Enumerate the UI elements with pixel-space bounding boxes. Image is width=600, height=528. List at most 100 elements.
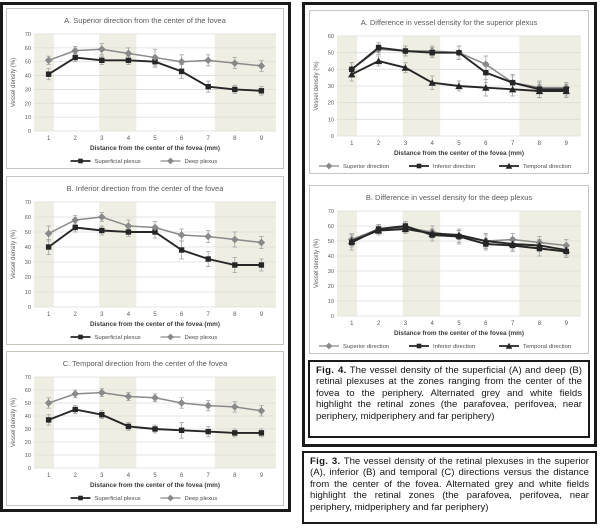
svg-text:70: 70 bbox=[25, 200, 31, 206]
svg-text:5: 5 bbox=[457, 321, 461, 327]
svg-text:20: 20 bbox=[328, 284, 334, 290]
svg-text:Deep plexus: Deep plexus bbox=[185, 496, 218, 502]
svg-text:Distance from the center of th: Distance from the center of the fovea (m… bbox=[394, 330, 524, 337]
svg-text:30: 30 bbox=[328, 269, 334, 275]
svg-text:1: 1 bbox=[350, 321, 354, 327]
svg-text:Distance from the center of th: Distance from the center of the fovea (m… bbox=[394, 150, 524, 157]
svg-text:70: 70 bbox=[25, 375, 31, 381]
svg-text:2: 2 bbox=[377, 321, 381, 327]
svg-text:Superior direction: Superior direction bbox=[343, 344, 389, 350]
svg-text:3: 3 bbox=[404, 321, 408, 327]
chart-inferior-direction: 0 10 20 30 40 50 60 70 Vessel density (%) 1 2 3 4 5 6 7… bbox=[6, 176, 284, 345]
svg-text:50: 50 bbox=[25, 230, 31, 236]
svg-text:2: 2 bbox=[74, 473, 78, 479]
fig4-caption-body: The vessel density of the superficial (A… bbox=[316, 365, 582, 422]
svg-text:50: 50 bbox=[25, 60, 31, 66]
svg-text:Vessel density (%): Vessel density (%) bbox=[314, 61, 320, 110]
chart-deep-plexus-difference: 0 10 20 30 40 50 60 70 Vessel density (%) 1 2 3 4 5 6 7… bbox=[309, 185, 589, 354]
svg-text:4: 4 bbox=[431, 141, 435, 147]
svg-text:3: 3 bbox=[100, 312, 104, 318]
svg-text:8: 8 bbox=[233, 312, 237, 318]
svg-text:10: 10 bbox=[25, 115, 31, 121]
svg-text:C. Temporal direction from the: C. Temporal direction from the center of… bbox=[63, 359, 228, 368]
svg-text:6: 6 bbox=[180, 473, 184, 479]
svg-text:0: 0 bbox=[331, 314, 334, 320]
svg-text:Distance from the center of th: Distance from the center of the fovea (m… bbox=[90, 482, 220, 489]
svg-text:B. Difference in vessel densit: B. Difference in vessel density for the … bbox=[366, 193, 532, 202]
fig3-caption: Fig. 3. The vessel density of the retina… bbox=[302, 451, 597, 524]
svg-text:Vessel density (%): Vessel density (%) bbox=[11, 398, 17, 447]
svg-text:3: 3 bbox=[404, 141, 408, 147]
svg-text:30: 30 bbox=[25, 87, 31, 93]
svg-text:3: 3 bbox=[100, 136, 104, 142]
svg-text:50: 50 bbox=[328, 239, 334, 245]
svg-text:20: 20 bbox=[25, 440, 31, 446]
svg-text:60: 60 bbox=[25, 215, 31, 221]
svg-text:Inferior direction: Inferior direction bbox=[433, 344, 475, 350]
svg-text:60: 60 bbox=[328, 34, 334, 40]
svg-text:70: 70 bbox=[328, 209, 334, 215]
svg-text:5: 5 bbox=[457, 141, 461, 147]
svg-text:60: 60 bbox=[328, 224, 334, 230]
svg-text:50: 50 bbox=[328, 51, 334, 57]
svg-text:50: 50 bbox=[25, 401, 31, 407]
svg-text:9: 9 bbox=[260, 312, 264, 318]
svg-text:40: 40 bbox=[25, 245, 31, 251]
svg-text:Vessel density (%): Vessel density (%) bbox=[11, 230, 17, 279]
fig4a-svg: 0 10 20 30 40 50 60 Vessel density (%) 1 2 3 4 5 6 7 8 9… bbox=[314, 18, 581, 170]
svg-text:Vessel density (%): Vessel density (%) bbox=[11, 58, 17, 107]
svg-text:4: 4 bbox=[127, 312, 131, 318]
svg-text:40: 40 bbox=[25, 414, 31, 420]
svg-text:8: 8 bbox=[538, 141, 542, 147]
svg-text:Temporal direction: Temporal direction bbox=[523, 164, 571, 170]
svg-text:2: 2 bbox=[377, 141, 381, 147]
svg-text:8: 8 bbox=[233, 473, 237, 479]
svg-text:4: 4 bbox=[127, 473, 131, 479]
chart-superior-direction: 0 10 20 30 40 50 60 70 Vessel density (%) 1 2 3 4 5 6 7… bbox=[6, 8, 284, 169]
svg-text:6: 6 bbox=[484, 321, 488, 327]
fig3c-svg: 0 10 20 30 40 50 60 70 Vessel density (%) 1 2 3 4 5 6 7… bbox=[11, 359, 276, 502]
svg-text:6: 6 bbox=[484, 141, 488, 147]
fig3a-svg: 0 10 20 30 40 50 60 70 Vessel density (%) 1 2 3 4 5 6 7… bbox=[11, 16, 276, 165]
svg-text:4: 4 bbox=[431, 321, 435, 327]
fig4-caption: Fig. 4. The vessel density of the superf… bbox=[308, 360, 590, 438]
svg-text:0: 0 bbox=[28, 466, 31, 472]
svg-text:3: 3 bbox=[100, 473, 104, 479]
svg-text:8: 8 bbox=[538, 321, 542, 327]
svg-text:30: 30 bbox=[25, 427, 31, 433]
svg-text:10: 10 bbox=[25, 290, 31, 296]
fig4-caption-label: Fig. 4. bbox=[316, 365, 347, 376]
svg-text:9: 9 bbox=[260, 136, 264, 142]
svg-text:5: 5 bbox=[153, 136, 157, 142]
svg-text:7: 7 bbox=[511, 321, 515, 327]
svg-text:60: 60 bbox=[25, 388, 31, 394]
svg-text:40: 40 bbox=[328, 254, 334, 260]
svg-text:5: 5 bbox=[153, 473, 157, 479]
fig3b-svg: 0 10 20 30 40 50 60 70 Vessel density (%) 1 2 3 4 5 6 7… bbox=[11, 184, 276, 341]
svg-text:7: 7 bbox=[207, 473, 211, 479]
svg-text:40: 40 bbox=[328, 67, 334, 73]
svg-text:Distance from the center of th: Distance from the center of the fovea (m… bbox=[90, 321, 220, 328]
svg-text:10: 10 bbox=[25, 453, 31, 459]
svg-text:60: 60 bbox=[25, 46, 31, 52]
svg-text:30: 30 bbox=[328, 84, 334, 90]
svg-text:A. Difference in vessel densit: A. Difference in vessel density for the … bbox=[361, 18, 538, 27]
svg-text:1: 1 bbox=[350, 141, 354, 147]
svg-text:B. Inferior direction from the: B. Inferior direction from the center of… bbox=[67, 184, 225, 193]
svg-text:9: 9 bbox=[260, 473, 264, 479]
svg-text:4: 4 bbox=[127, 136, 131, 142]
fig4-caption-text: Fig. 4. The vessel density of the superf… bbox=[316, 365, 582, 422]
svg-text:0: 0 bbox=[331, 134, 334, 140]
svg-text:Deep plexus: Deep plexus bbox=[185, 159, 218, 165]
svg-text:6: 6 bbox=[180, 136, 184, 142]
svg-text:Temporal direction: Temporal direction bbox=[523, 344, 571, 350]
fig3-charts-panel: 0 10 20 30 40 50 60 70 Vessel density (%) 1 2 3 4 5 6 7… bbox=[0, 2, 291, 512]
svg-text:7: 7 bbox=[207, 136, 211, 142]
svg-text:Superficial plexus: Superficial plexus bbox=[95, 335, 141, 341]
fig3-caption-body: The vessel density of the retinal plexus… bbox=[310, 456, 589, 513]
svg-text:9: 9 bbox=[565, 141, 569, 147]
svg-text:2: 2 bbox=[74, 136, 78, 142]
svg-text:10: 10 bbox=[328, 299, 334, 305]
svg-text:20: 20 bbox=[328, 101, 334, 107]
svg-text:7: 7 bbox=[511, 141, 515, 147]
